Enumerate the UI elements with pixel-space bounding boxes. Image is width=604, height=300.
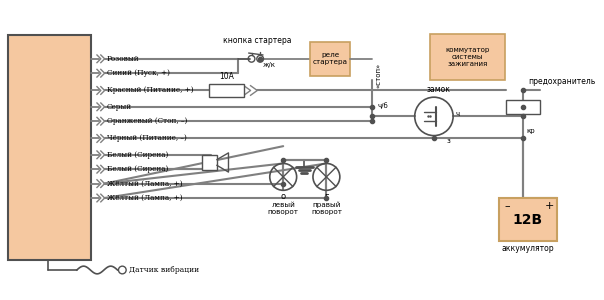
Text: з: з [446,137,450,143]
Text: замок: замок [426,85,451,94]
Text: аккумулятор: аккумулятор [502,244,554,253]
Text: кнопка стартера: кнопка стартера [223,36,292,45]
Text: ч: ч [455,112,459,118]
Text: правый
поворот: правый поворот [311,202,342,215]
Text: г: г [324,192,329,201]
Text: «стоп»: «стоп» [375,62,381,88]
Text: Белый (Сирена): Белый (Сирена) [106,151,168,159]
Bar [506,100,541,113]
Bar [8,35,91,260]
Text: Розовый: Розовый [106,55,139,63]
Text: реле
стартера: реле стартера [313,52,348,65]
Text: Датчик вибрации: Датчик вибрации [129,266,199,274]
Text: ч/б: ч/б [378,102,388,109]
Text: 10А: 10А [219,72,234,81]
Text: коммутатор
системы
зажигания: коммутатор системы зажигания [445,47,490,67]
Bar [202,155,217,170]
Bar [310,41,350,76]
Text: Жёлтый (Лампа, +): Жёлтый (Лампа, +) [106,180,182,188]
Text: 12В: 12В [513,213,543,227]
Text: Белый (Сирена): Белый (Сирена) [106,165,168,173]
Text: Оранжевый (Стоп, –): Оранжевый (Стоп, –) [106,117,187,125]
Bar [499,198,557,241]
Bar [430,34,505,80]
Text: Красный (Питание, +): Красный (Питание, +) [106,86,193,94]
Text: предохранитель: предохранитель [528,77,596,86]
Text: левый
поворот: левый поворот [268,202,299,215]
Text: +: + [544,201,554,211]
Text: Синий (Пуск, +): Синий (Пуск, +) [106,69,170,77]
Text: кр: кр [526,128,535,134]
Text: –: – [504,201,510,211]
Text: Серый: Серый [106,103,132,111]
Text: Чёрный (Питание, –): Чёрный (Питание, –) [106,134,187,142]
Text: ж/к: ж/к [263,62,276,68]
Bar [209,84,244,97]
Text: о: о [281,192,286,201]
Text: Жёлтый (Лампа, +): Жёлтый (Лампа, +) [106,194,182,202]
